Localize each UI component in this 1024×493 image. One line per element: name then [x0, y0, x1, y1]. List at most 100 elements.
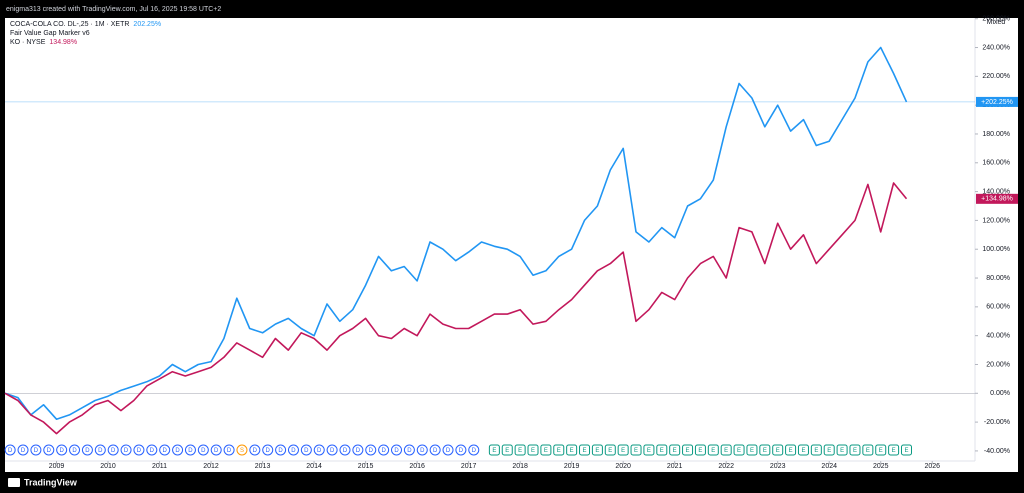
event-label: E [647, 448, 651, 454]
event-marker: D [468, 444, 480, 456]
event-label: E [660, 448, 664, 454]
x-tick-label: 2019 [564, 463, 580, 470]
event-label: D [137, 448, 142, 454]
event-marker: D [378, 444, 390, 456]
event-marker: D [4, 444, 16, 456]
event-marker: E [669, 444, 681, 456]
event-badge [553, 444, 565, 456]
event-label: D [124, 448, 129, 454]
event-marker: D [365, 444, 377, 456]
event-label: E [892, 448, 896, 454]
event-marker: D [339, 444, 351, 456]
scale-mode: Mixed [987, 19, 1006, 26]
event-marker: D [146, 444, 158, 456]
event-label: D [201, 448, 206, 454]
x-tick-label: 2013 [255, 463, 271, 470]
event-label: D [369, 448, 374, 454]
event-label: D [34, 448, 39, 454]
event-label: D [459, 448, 464, 454]
x-tick-label: 2012 [203, 463, 219, 470]
event-badge [579, 444, 591, 456]
event-label: D [266, 448, 271, 454]
event-marker: E [888, 444, 900, 456]
event-marker: D [403, 444, 415, 456]
event-label: D [394, 448, 399, 454]
event-marker: D [352, 444, 364, 456]
event-marker: E [566, 444, 578, 456]
event-label: D [433, 448, 438, 454]
event-label: D [407, 448, 412, 454]
event-badge [849, 444, 861, 456]
event-marker: D [43, 444, 55, 456]
event-badge [797, 444, 809, 456]
series-line [4, 182, 908, 435]
event-label: S [240, 448, 244, 454]
event-marker: D [249, 444, 261, 456]
event-marker: E [810, 444, 822, 456]
event-badge [223, 444, 235, 456]
event-label: D [214, 448, 219, 454]
y-tick-label: 60.00% [986, 304, 1010, 311]
event-marker: E [785, 444, 797, 456]
event-badge [275, 444, 287, 456]
event-label: D [8, 448, 13, 454]
event-badge [746, 444, 758, 456]
y-tick-label: 0.00% [990, 390, 1010, 397]
event-label: E [698, 448, 702, 454]
y-tick-label: 140.00% [982, 188, 1010, 195]
event-badge [694, 444, 706, 456]
event-marker: E [514, 444, 526, 456]
y-tick-label: 120.00% [982, 217, 1010, 224]
event-marker: E [823, 444, 835, 456]
logo-icon [8, 478, 20, 487]
event-marker: E [553, 444, 565, 456]
event-marker: D [442, 444, 454, 456]
x-tick-label: 2011 [152, 463, 167, 470]
event-label: E [621, 448, 625, 454]
event-badge [184, 444, 196, 456]
event-badge [287, 444, 299, 456]
event-marker: D [30, 444, 42, 456]
event-badge [527, 444, 539, 456]
event-label: D [253, 448, 258, 454]
event-label: D [472, 448, 477, 454]
event-badge [107, 444, 119, 456]
event-label: E [673, 448, 677, 454]
event-badge [875, 444, 887, 456]
event-badge [159, 444, 171, 456]
footer-logo: TradingView [8, 477, 78, 487]
event-label: E [879, 448, 883, 454]
event-label: E [737, 448, 741, 454]
event-badge [339, 444, 351, 456]
x-tick-label: 2017 [461, 463, 477, 470]
event-marker: D [107, 444, 119, 456]
x-tick-label: 2023 [770, 463, 786, 470]
event-badge [669, 444, 681, 456]
event-marker: D [69, 444, 81, 456]
x-tick-label: 2014 [306, 463, 322, 470]
event-label: E [776, 448, 780, 454]
price-tag-label: +202.25% [981, 99, 1013, 106]
event-marker: D [56, 444, 68, 456]
event-marker: E [797, 444, 809, 456]
event-label: E [544, 448, 548, 454]
event-label: D [381, 448, 386, 454]
event-label: E [634, 448, 638, 454]
event-marker: E [862, 444, 874, 456]
event-label: D [175, 448, 180, 454]
event-marker: E [617, 444, 629, 456]
event-badge [720, 444, 732, 456]
event-label: D [291, 448, 296, 454]
event-label: E [789, 448, 793, 454]
x-tick-label: 2020 [615, 463, 631, 470]
event-label: D [163, 448, 168, 454]
event-label: D [330, 448, 335, 454]
event-marker: E [682, 444, 694, 456]
event-badge [378, 444, 390, 456]
event-marker: E [527, 444, 539, 456]
event-marker: D [94, 444, 106, 456]
event-badge [365, 444, 377, 456]
chart-panel [5, 18, 1018, 472]
event-badge [172, 444, 184, 456]
event-badge [81, 444, 93, 456]
